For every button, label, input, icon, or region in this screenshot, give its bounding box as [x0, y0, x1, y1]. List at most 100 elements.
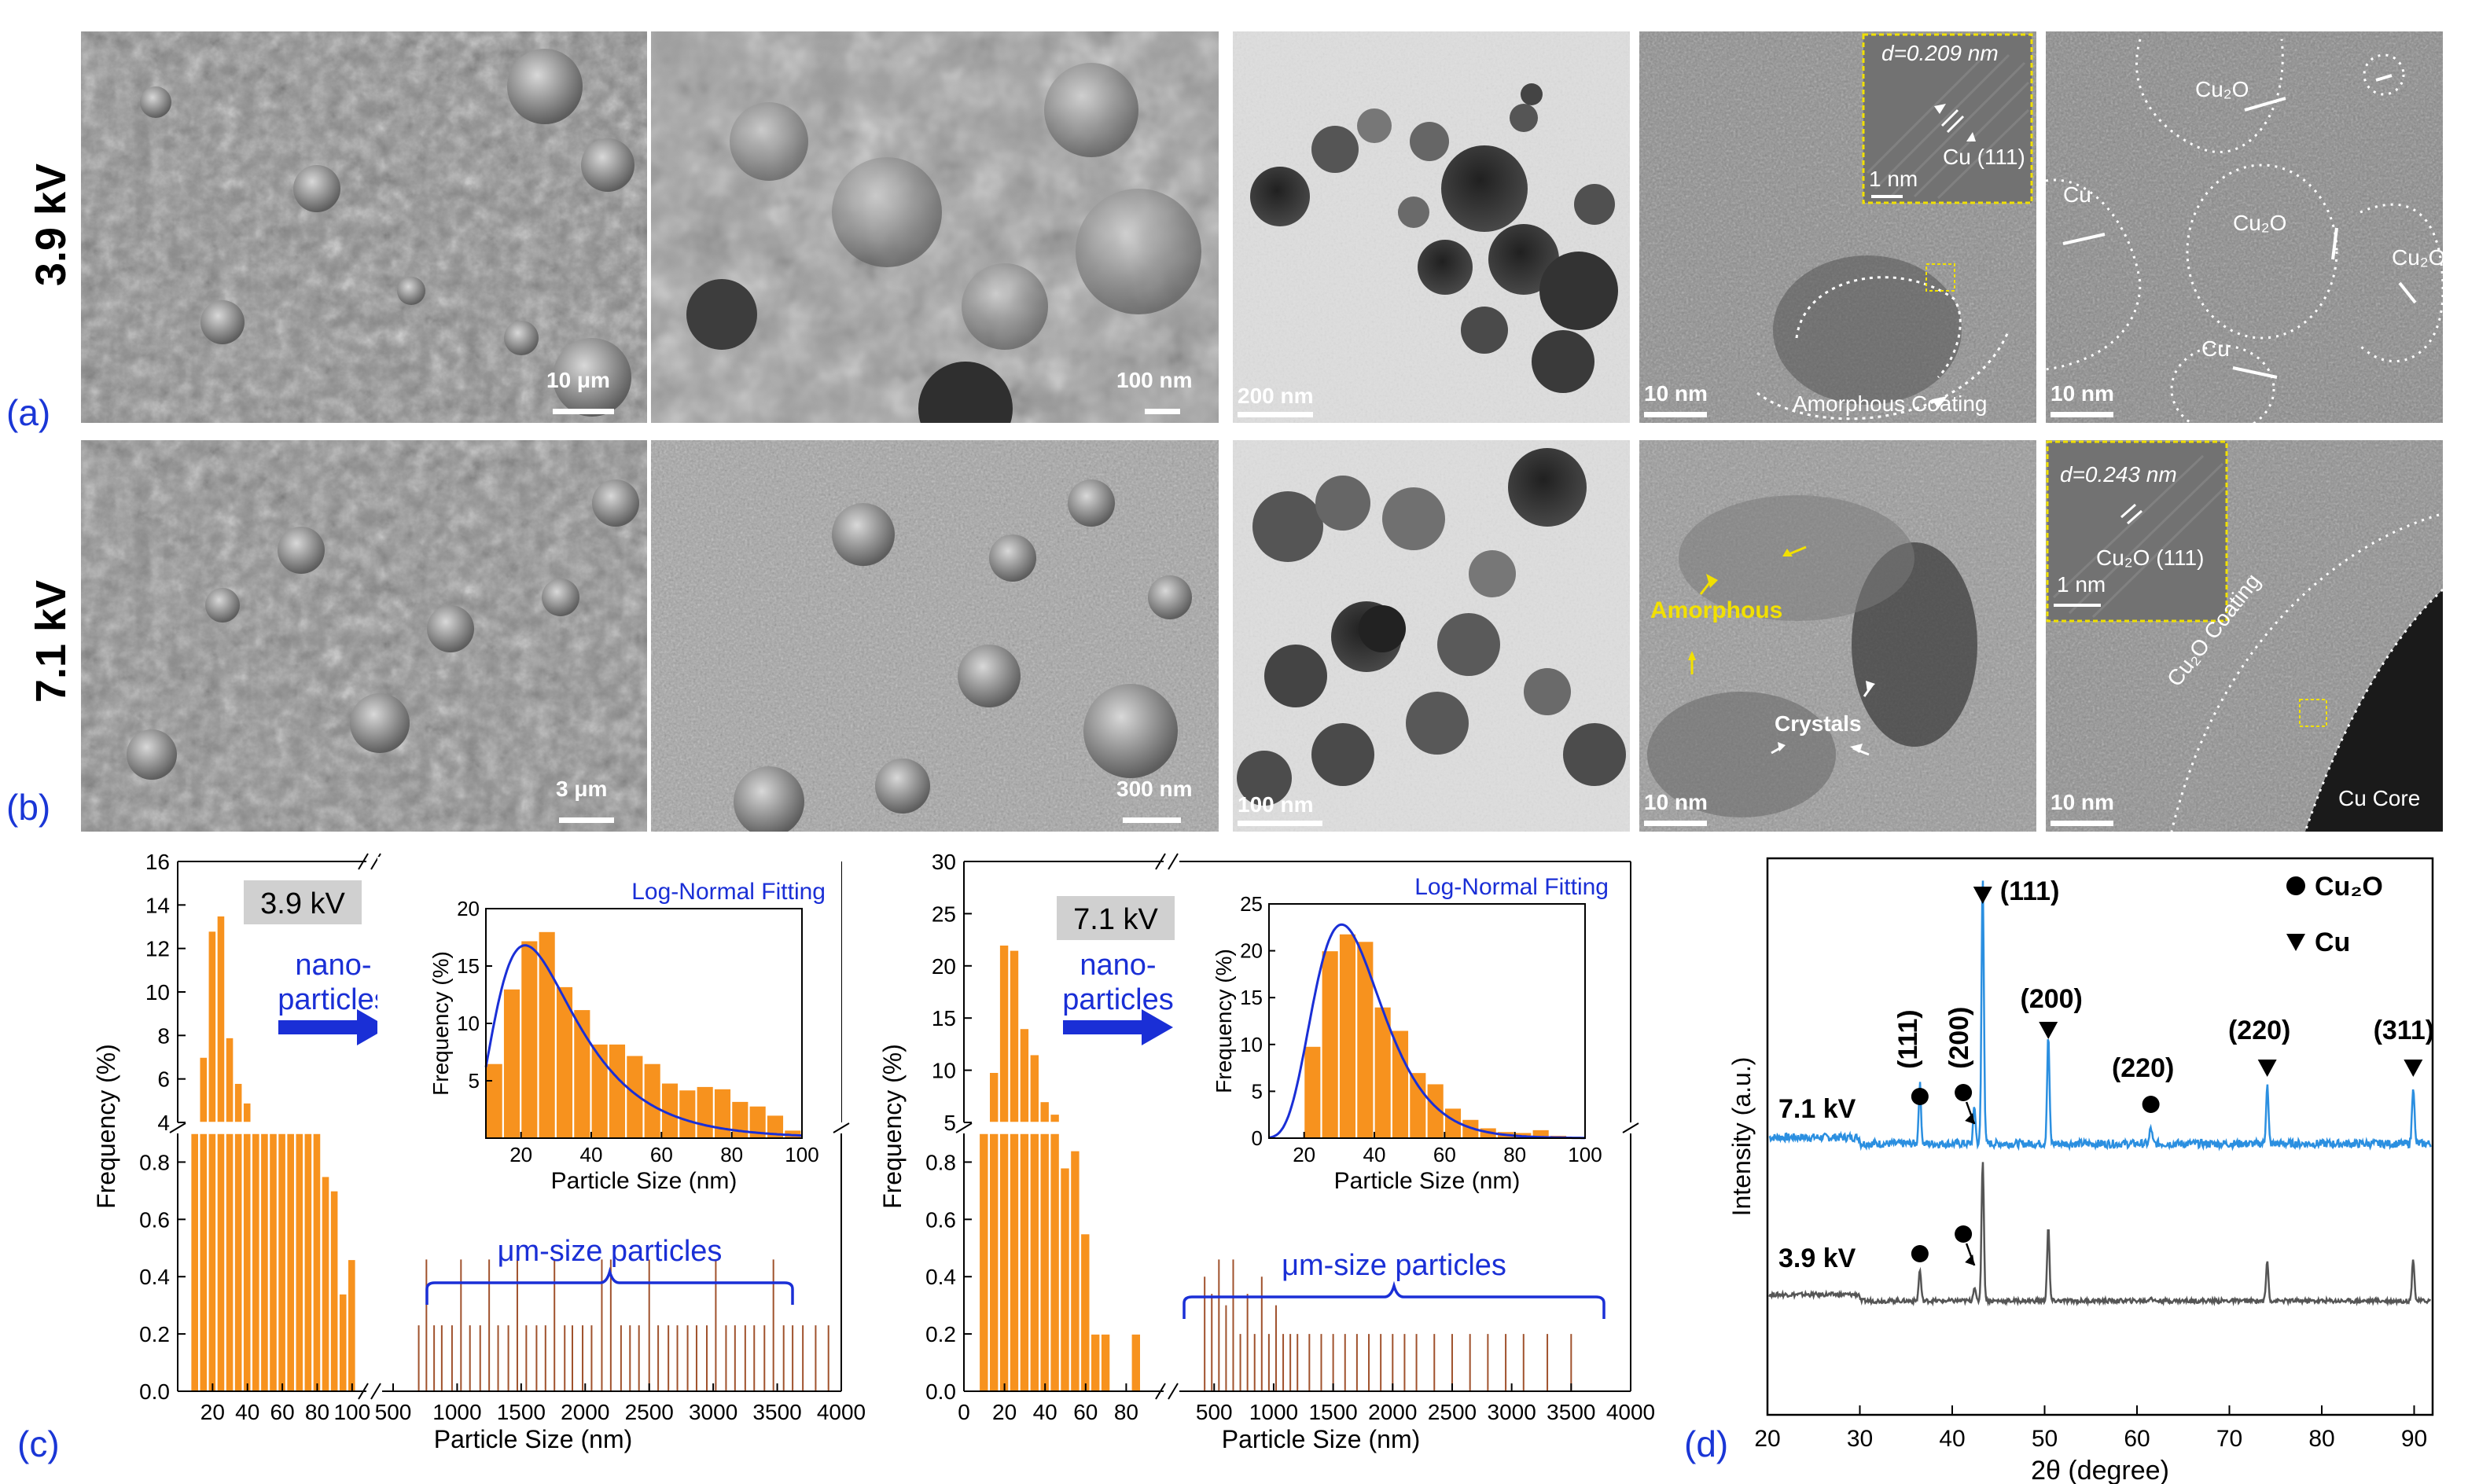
panel-tag-a: (a): [6, 392, 51, 433]
legend-cu-label: Cu: [2315, 928, 2350, 957]
yaxis-label: Frequency (%): [92, 1044, 120, 1209]
xrd-series-label: 7.1 kV: [1778, 1094, 1856, 1124]
micro-particles-brace: [425, 1266, 794, 1305]
cu2o-peak-marker: [2142, 1096, 2160, 1113]
inset-bar: [1409, 1071, 1427, 1139]
xtick-label-micro: 1500: [1308, 1400, 1357, 1424]
xrd-yaxis-label: Intensity (a.u.): [1727, 1057, 1756, 1217]
bar-lower: [216, 1133, 226, 1392]
bar-lower: [277, 1133, 287, 1392]
legend-cu-marker: [2286, 934, 2305, 951]
xrd-xtick-label: 90: [2401, 1426, 2427, 1452]
axis-break-mark: [370, 1383, 381, 1400]
inset-ytick-label: 25: [1240, 892, 1263, 916]
hrtem-image-a4: d=0.209 nm Cu (111) 1 nm Amorphous Coati…: [1639, 31, 2036, 423]
bar-lower: [1131, 1333, 1142, 1392]
xrd-xtick-label: 30: [1847, 1426, 1873, 1452]
ytick-label-lower: 0.2: [139, 1322, 170, 1346]
inset-ytick-label: 5: [1252, 1079, 1263, 1103]
ytick-label-upper: 4: [157, 1111, 170, 1135]
scale-label: 10 nm: [1644, 790, 1708, 814]
xrd-peak-label: (311): [2374, 1016, 2435, 1045]
inset-scale: 1 nm: [1869, 167, 1918, 191]
axis-break-mark: [169, 1122, 186, 1133]
xaxis-label: Particle Size (nm): [434, 1425, 633, 1453]
amorphous-label: Amorphous: [1650, 597, 1783, 623]
xrd-peak-label: (200): [2021, 984, 2083, 1014]
bar-lower: [321, 1175, 330, 1392]
bar-lower: [242, 1133, 252, 1392]
bar-lower: [1049, 1133, 1061, 1392]
scale-label: 100 nm: [1238, 792, 1314, 817]
scale-label: 100 nm: [1116, 368, 1193, 392]
region-label-cu: Cu: [2063, 182, 2091, 207]
inset-bar: [713, 1088, 732, 1139]
xtick-label-micro: 2000: [561, 1400, 609, 1424]
inset-ytick-label: 20: [1240, 939, 1263, 963]
xtick-label-nano: 100: [333, 1400, 370, 1424]
ytick-label-upper: 30: [932, 850, 956, 874]
bar-lower: [338, 1293, 348, 1392]
bar-lower: [1080, 1232, 1091, 1392]
bar-lower: [312, 1133, 322, 1392]
scale-bar: [2051, 412, 2113, 417]
ytick-label-upper: 25: [932, 902, 956, 926]
panel-tag-b: (b): [6, 787, 51, 828]
region-label-cu2o-right: Cu₂O: [2392, 245, 2443, 270]
inset-bar: [502, 988, 521, 1139]
inset-ytick-label: 15: [457, 954, 480, 978]
xtick-label-micro: 500: [375, 1400, 412, 1424]
inset-d-spacing: d=0.243 nm: [2060, 462, 2177, 487]
scale-label: 10 nm: [1644, 381, 1708, 406]
scale-bar: [559, 817, 614, 823]
xrd-series-line: [1768, 880, 2432, 1152]
axis-break-mark: [370, 853, 381, 870]
inset-scale: 1 nm: [2057, 572, 2106, 597]
xtick-label-micro: 2500: [625, 1400, 674, 1424]
sem-image-a2: 100 nm: [651, 31, 1219, 423]
region-label-cu2o: Cu₂O: [2195, 77, 2249, 101]
bar-lower: [198, 1133, 208, 1392]
inset-bar: [1338, 933, 1357, 1139]
yaxis-label: Frequency (%): [878, 1044, 907, 1209]
bar-upper: [208, 930, 217, 1123]
axis-break-mark: [358, 1383, 369, 1400]
micro-particles-label: μm-size particles: [498, 1235, 723, 1268]
axis-break-mark: [1622, 1122, 1639, 1133]
inset-bar: [679, 1089, 697, 1139]
bar-upper: [1049, 1113, 1061, 1123]
nanoparticles-arrow: [278, 1020, 357, 1034]
xtick-label-micro: 500: [1196, 1400, 1233, 1424]
log-normal-inset: 20 40 60 80 100 5 10 15 20 Particle Size (nm) Freq…: [377, 857, 841, 1194]
xtick-label-micro: 3000: [689, 1400, 737, 1424]
xtick-label-nano: 20: [200, 1400, 225, 1424]
scale-label: 10 nm: [2051, 381, 2114, 406]
inset-bar: [520, 940, 539, 1139]
hrtem-image-a5: Cu₂O Cu Cu₂O Cu₂O Cu 10 nm: [2046, 31, 2443, 423]
region-label-cu-bottom: Cu: [2201, 336, 2230, 361]
inset-xtick-label: 40: [580, 1143, 603, 1166]
scale-label: 3 μm: [556, 777, 608, 801]
inset-d-spacing: d=0.209 nm: [1881, 41, 1999, 65]
xtick-label-micro: 1500: [497, 1400, 546, 1424]
xrd-series-label: 3.9 kV: [1778, 1243, 1856, 1273]
ytick-label-upper: 10: [145, 980, 170, 1005]
bar-lower: [1039, 1133, 1050, 1392]
inset-xtick-label: 20: [509, 1143, 532, 1166]
ytick-label-lower: 0.0: [925, 1379, 956, 1404]
cu-peak-marker: [1973, 887, 1992, 904]
cu2o-peak-marker: [1955, 1084, 1973, 1101]
inset-xtick-label: 40: [1363, 1143, 1386, 1166]
cu2o-peak-marker: [1911, 1245, 1929, 1262]
xrd-peak-label: (220): [2228, 1016, 2290, 1045]
nanoparticles-label: particles: [1062, 983, 1174, 1016]
scale-label: 10 nm: [2051, 790, 2114, 814]
scale-bar: [1644, 821, 1707, 826]
ytick-label-upper: 10: [932, 1059, 956, 1083]
xtick-label-nano: 40: [235, 1400, 259, 1424]
xtick-label-nano: 80: [305, 1400, 329, 1424]
inset-ytick-label: 10: [1240, 1033, 1263, 1056]
bar-upper: [198, 1056, 208, 1123]
xtick-label-nano: 60: [1073, 1400, 1098, 1424]
